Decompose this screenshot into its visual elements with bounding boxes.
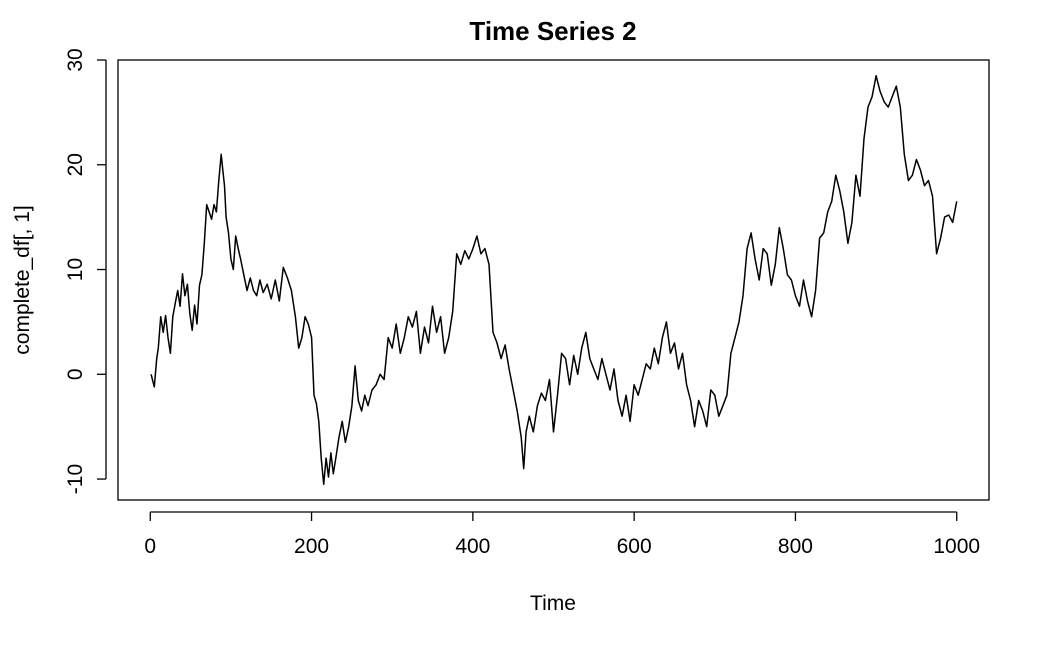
y-tick-label: 10 <box>64 258 87 281</box>
x-tick-label: 200 <box>294 535 329 558</box>
series-line <box>150 74 958 486</box>
x-tick-label: 400 <box>455 535 490 558</box>
y-tick-label: 30 <box>64 48 87 71</box>
y-axis: -10 0 10 20 30 <box>64 48 107 494</box>
y-axis-label: complete_df[, 1] <box>11 205 34 354</box>
plot-box <box>117 59 990 501</box>
x-tick-label: 600 <box>617 535 652 558</box>
x-tick-label: 0 <box>144 535 156 558</box>
x-axis-label: Time <box>530 592 576 615</box>
y-tick-label: -10 <box>64 464 87 494</box>
y-tick-label: 0 <box>64 368 87 380</box>
x-tick-label: 1000 <box>933 535 980 558</box>
x-tick-label: 800 <box>778 535 813 558</box>
y-tick-label: 20 <box>64 153 87 176</box>
x-axis: 0 200 400 600 800 1000 <box>144 511 980 558</box>
chart-title: Time Series 2 <box>469 16 636 46</box>
